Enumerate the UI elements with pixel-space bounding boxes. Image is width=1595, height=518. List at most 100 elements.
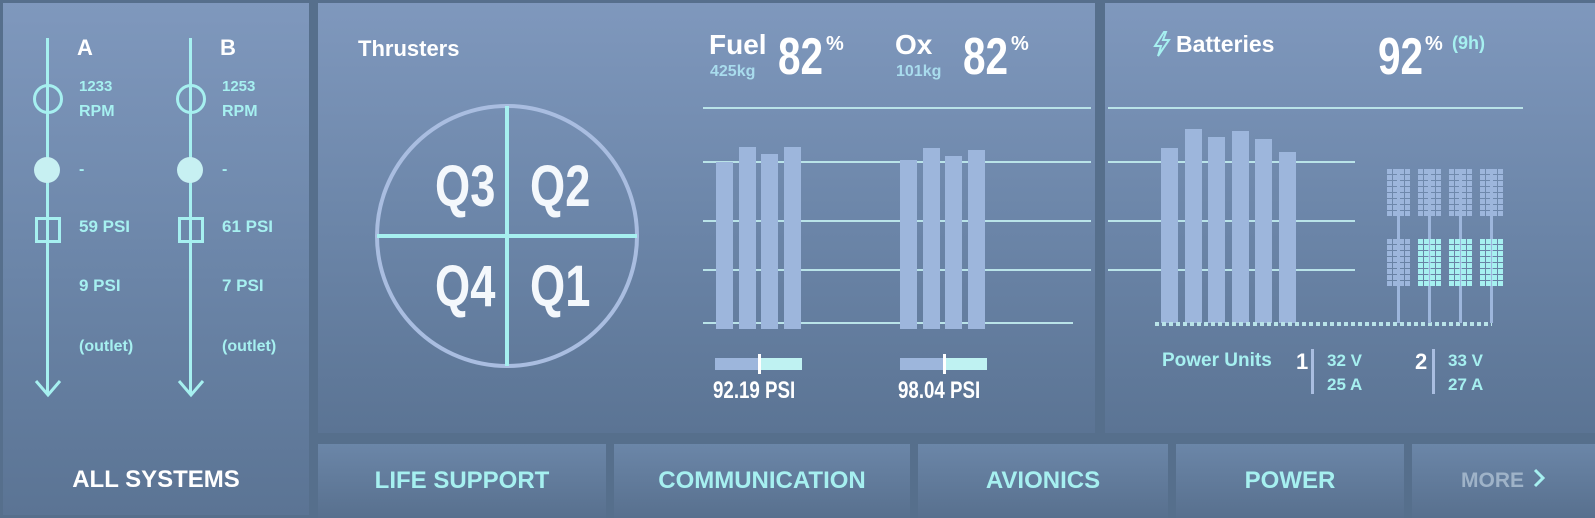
batteries-title: Batteries	[1176, 31, 1275, 57]
batteries-grid-top	[1108, 107, 1523, 109]
battery-cell	[1486, 211, 1491, 216]
battery-cell	[1492, 211, 1497, 216]
battery-cell	[1387, 263, 1392, 268]
quadrant-q3[interactable]: Q3	[435, 154, 496, 219]
battery-cell	[1387, 193, 1392, 198]
battery-cell	[1436, 187, 1441, 192]
channel-b-flow-line	[189, 38, 192, 394]
battery-cell	[1449, 187, 1454, 192]
all-systems-button[interactable]: ALL SYSTEMS	[3, 444, 309, 515]
channel-b-valve-icon[interactable]	[177, 157, 203, 183]
chevron-right-icon	[1532, 467, 1546, 495]
power-units-label: Power Units	[1162, 350, 1272, 371]
battery-cell	[1387, 281, 1392, 286]
tab-more[interactable]: MORE	[1412, 444, 1595, 518]
tab-life-support[interactable]: LIFE SUPPORT	[318, 444, 606, 518]
battery-cell	[1461, 211, 1466, 216]
channel-b-rpm-value: 1253	[222, 78, 256, 95]
battery-cell	[1461, 169, 1466, 174]
battery-cell	[1393, 187, 1398, 192]
power-unit-1-voltage: 32 V	[1327, 351, 1362, 370]
channel-b-valve-status: -	[222, 161, 228, 178]
cell-stem	[1459, 169, 1462, 323]
battery-cell	[1467, 199, 1472, 204]
cell-stem	[1428, 169, 1431, 323]
channel-b-label: B	[220, 35, 236, 60]
battery-cell	[1393, 205, 1398, 210]
battery-cell	[1455, 175, 1460, 180]
battery-cell	[1492, 257, 1497, 262]
ox-mass: 101kg	[896, 63, 942, 80]
battery-cell	[1455, 263, 1460, 268]
tab-power[interactable]: POWER	[1176, 444, 1404, 518]
channel-a-label: A	[77, 35, 93, 60]
thrusters-grid-line	[703, 161, 1091, 163]
battery-cell	[1449, 239, 1454, 244]
channel-a-valve-icon[interactable]	[34, 157, 60, 183]
battery-cell	[1467, 169, 1472, 174]
battery-cell	[1449, 257, 1454, 262]
fuel-percent-unit: %	[826, 33, 844, 55]
ox-pressure-marker	[943, 354, 946, 374]
battery-cell	[1387, 187, 1392, 192]
battery-cell	[1486, 169, 1491, 174]
battery-cell	[1436, 263, 1441, 268]
battery-cell	[1480, 205, 1485, 210]
battery-cell	[1449, 181, 1454, 186]
battery-cell	[1418, 257, 1423, 262]
channel-b-pump-icon[interactable]	[176, 84, 206, 114]
battery-cell	[1418, 205, 1423, 210]
quadrant-q2[interactable]: Q2	[530, 154, 591, 219]
battery-cell	[1449, 281, 1454, 286]
fuel-bar-3	[761, 154, 778, 329]
tab-avionics[interactable]: AVIONICS	[918, 444, 1168, 518]
quadrant-q1[interactable]: Q1	[530, 254, 591, 319]
battery-cell	[1405, 239, 1410, 244]
channel-a-rpm-unit: RPM	[79, 103, 115, 120]
battery-cell	[1467, 245, 1472, 250]
valve-panel: A 1233 RPM - 59 PSI 9 PSI (outlet) B 125…	[3, 3, 309, 515]
channel-a-filter-icon[interactable]	[35, 217, 61, 243]
battery-cell	[1492, 193, 1497, 198]
battery-cell	[1418, 275, 1423, 280]
battery-cell	[1405, 269, 1410, 274]
battery-cell	[1430, 193, 1435, 198]
battery-cell	[1486, 239, 1491, 244]
tab-communication[interactable]: COMMUNICATION	[614, 444, 910, 518]
battery-cell	[1418, 269, 1423, 274]
battery-cell	[1467, 239, 1472, 244]
ox-label: Ox	[895, 29, 933, 60]
battery-cell	[1424, 281, 1429, 286]
battery-cell	[1498, 193, 1503, 198]
battery-cell	[1436, 205, 1441, 210]
battery-cell	[1405, 257, 1410, 262]
battery-cell	[1424, 263, 1429, 268]
thruster-quadrant-diagram	[374, 103, 642, 374]
battery-cell	[1455, 205, 1460, 210]
channel-a-outlet-label: (outlet)	[79, 338, 134, 355]
battery-cell	[1486, 181, 1491, 186]
ox-pressure-gauge[interactable]	[900, 354, 987, 374]
battery-cell	[1461, 205, 1466, 210]
battery-cell	[1436, 245, 1441, 250]
quadrant-q4[interactable]: Q4	[435, 254, 496, 319]
battery-cell	[1486, 275, 1491, 280]
batteries-baseline	[1155, 322, 1492, 326]
battery-cell	[1436, 175, 1441, 180]
channel-a-pump-icon[interactable]	[33, 84, 63, 114]
battery-cell	[1405, 211, 1410, 216]
channel-b-filter-icon[interactable]	[178, 217, 204, 243]
battery-cell	[1449, 275, 1454, 280]
fuel-pressure-gauge[interactable]	[715, 354, 802, 374]
battery-cell	[1393, 251, 1398, 256]
battery-cell	[1424, 205, 1429, 210]
battery-cell	[1418, 251, 1423, 256]
battery-cell	[1399, 211, 1404, 216]
battery-cell	[1498, 257, 1503, 262]
battery-cell	[1393, 281, 1398, 286]
battery-cell	[1480, 269, 1485, 274]
battery-cell	[1399, 281, 1404, 286]
battery-bar-6	[1278, 152, 1296, 323]
thrusters-title: Thrusters	[358, 36, 460, 61]
battery-cell	[1399, 181, 1404, 186]
